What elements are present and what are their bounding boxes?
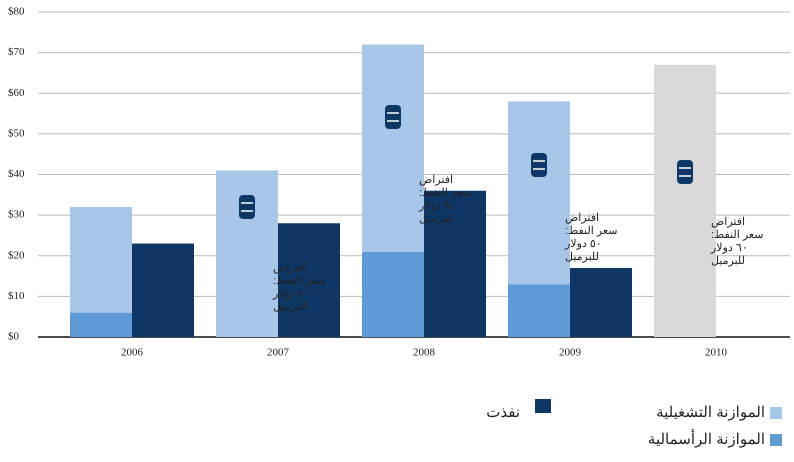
bar: [424, 190, 486, 337]
legend-swatch: [770, 434, 782, 446]
barrel-body: [239, 195, 255, 219]
annotation: سعر النفط:: [565, 225, 617, 237]
y-tick-label: $0: [8, 331, 20, 343]
bar: [508, 284, 570, 337]
barrel-body: [677, 160, 693, 184]
annotation: للبرميل: [711, 255, 745, 267]
bar: [70, 207, 132, 313]
x-tick-label: 2010: [705, 347, 728, 359]
y-tick-label: $20: [8, 249, 25, 261]
y-tick-label: $60: [8, 87, 25, 99]
bar: [508, 101, 570, 285]
legend-label: نفذت: [486, 404, 520, 421]
annotation: سعر النفط:: [273, 275, 325, 287]
x-tick-label: 2009: [559, 347, 582, 359]
barrel-icon: [239, 195, 255, 219]
y-tick-label: $30: [8, 209, 25, 221]
bar: [362, 251, 424, 337]
annotation: افتراض: [273, 262, 307, 274]
legend-label: الموازنة الرأسمالية: [648, 429, 765, 448]
y-tick-label: $70: [8, 46, 25, 58]
x-tick-label: 2006: [121, 347, 144, 359]
bar: [570, 267, 632, 337]
annotation: للبرميل: [565, 251, 599, 263]
annotation: ٩١ دولار: [418, 200, 456, 212]
barrel-body: [531, 153, 547, 177]
annotation: للبرميل: [419, 213, 453, 225]
annotation: افتراض: [711, 216, 745, 228]
y-tick-label: $40: [8, 168, 25, 180]
annotation: افتراض: [419, 174, 453, 186]
annotation: ٥٠ دولار: [272, 288, 310, 300]
y-tick-label: $10: [8, 290, 25, 302]
bar: [362, 44, 424, 252]
annotation: سعر النفط:: [711, 229, 763, 241]
legend-label: الموازنة التشغيلية: [656, 404, 765, 421]
annotation: ٦٠ دولار: [710, 242, 748, 254]
barrel-icon: [385, 105, 401, 129]
annotation: للبرميل: [273, 301, 307, 313]
annotation: ٥٠ دولار: [564, 238, 602, 250]
legend-swatch: [770, 407, 782, 419]
x-tick-label: 2007: [267, 347, 290, 359]
bar: [132, 243, 194, 337]
bar: [654, 64, 716, 337]
barrel-icon: [677, 160, 693, 184]
barrel-icon: [531, 153, 547, 177]
x-tick-label: 2008: [413, 347, 436, 359]
legend-swatch: [535, 399, 551, 413]
barrel-body: [385, 105, 401, 129]
annotation: افتراض: [565, 212, 599, 224]
y-tick-label: $50: [8, 127, 25, 139]
bar: [278, 223, 340, 337]
annotation: سعر النفط:: [419, 187, 471, 199]
bar: [70, 312, 132, 337]
y-tick-label: $80: [8, 6, 25, 18]
